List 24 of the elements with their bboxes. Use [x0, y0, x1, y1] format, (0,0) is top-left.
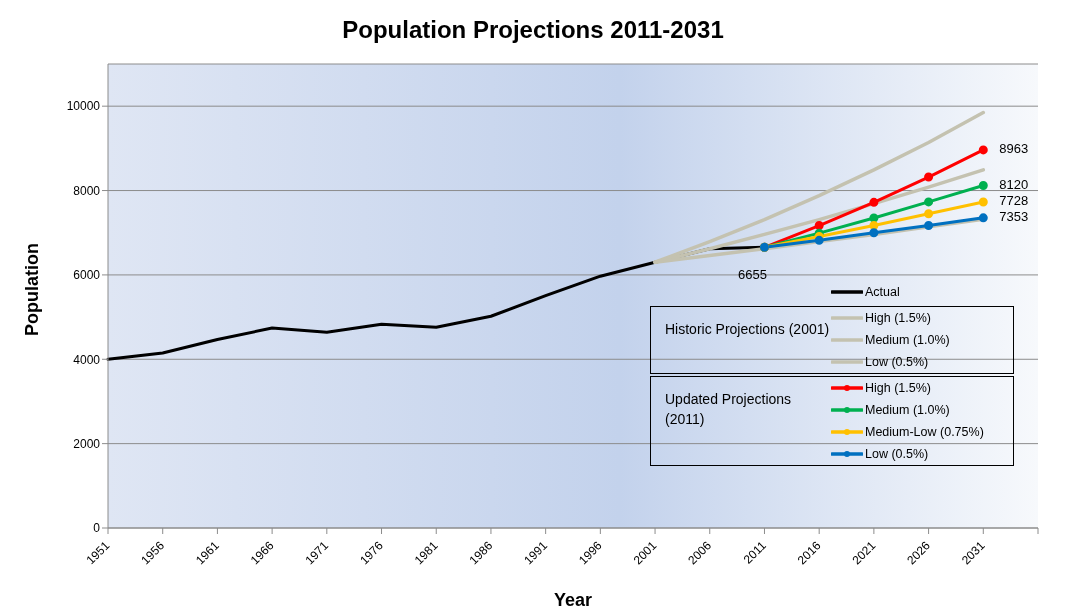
annotation: Historic Projections (2001): [664, 320, 831, 339]
data-label: 7728: [999, 193, 1029, 209]
y-tick-label: 8000: [73, 183, 101, 198]
data-label: 6655: [738, 266, 767, 282]
legend-label: High (1.5%): [865, 381, 931, 395]
data-label: 8120: [999, 176, 1029, 192]
legend-label: Medium (1.0%): [865, 333, 950, 347]
y-tick-label: 0: [93, 521, 101, 536]
annotation: Updated Projections (2011): [664, 390, 793, 429]
chart-title: Population Projections 2011-2031: [341, 16, 725, 44]
y-tick-label: 4000: [73, 352, 101, 367]
legend-label: Medium-Low (0.75%): [865, 425, 984, 439]
legend-label: High (1.5%): [865, 311, 931, 325]
data-label: 7353: [999, 209, 1029, 225]
data-label: 8963: [999, 141, 1029, 157]
legend-label: Low (0.5%): [865, 447, 929, 461]
legend-label: Low (0.5%): [865, 355, 929, 369]
y-tick-label: 2000: [73, 436, 101, 451]
x-axis-title: Year: [553, 590, 593, 610]
legend-label: Actual: [865, 285, 900, 299]
legend-label: Medium (1.0%): [865, 403, 950, 417]
y-tick-label: 6000: [73, 268, 101, 283]
y-tick-label: 10000: [66, 99, 101, 114]
y-axis-title: Population: [22, 243, 43, 336]
